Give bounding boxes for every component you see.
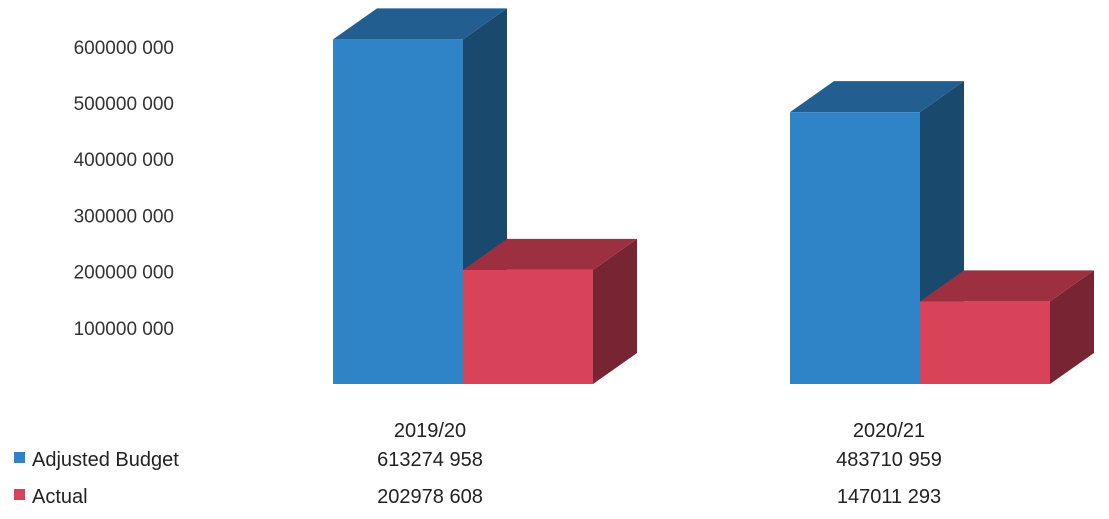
y-axis-ticks: 100000 000 200000 000 300000 000 400000 000… <box>74 0 174 340</box>
value-label: 613274 958 <box>377 449 483 471</box>
y-tick-label: 200000 000 <box>74 263 174 284</box>
legend-swatch <box>14 489 25 500</box>
bars <box>333 8 1094 384</box>
y-tick-label: 400000 000 <box>74 150 174 171</box>
y-tick-label: 500000 000 <box>74 94 174 115</box>
category-label: 2019/20 <box>394 420 466 442</box>
bar-actual-0 <box>463 238 637 384</box>
bar-actual-1 <box>920 270 1094 384</box>
legend-swatch <box>14 452 25 463</box>
data-table: 2019/20 2020/21 Adjusted Budget 613274 958 4… <box>14 420 942 508</box>
y-tick-label: 700000 000 <box>74 0 174 3</box>
legend-label: Adjusted Budget <box>32 449 179 471</box>
value-label: 483710 959 <box>836 449 942 471</box>
value-label: 202978 608 <box>377 486 483 508</box>
y-tick-label: 100000 000 <box>74 319 174 340</box>
category-label: 2020/21 <box>853 420 925 442</box>
y-tick-label: 600000 000 <box>74 38 174 59</box>
y-tick-label: 300000 000 <box>74 206 174 227</box>
value-label: 147011 293 <box>837 486 941 508</box>
legend-label: Actual <box>32 486 88 508</box>
